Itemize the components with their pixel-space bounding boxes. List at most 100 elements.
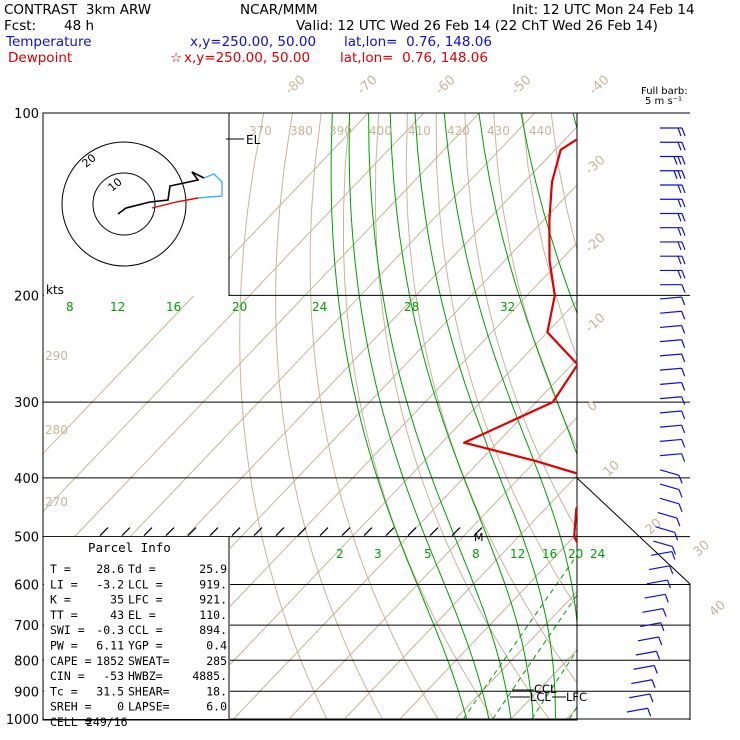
wind-barb-feather [649,693,654,703]
parcel-label: Tc = [50,684,78,698]
wind-barb [637,636,663,646]
wind-barb-feather [681,227,686,236]
parcel-value: 285 [206,654,227,668]
isotherm-label: -80 [283,73,309,98]
parcel-value: 4885. [192,669,227,683]
wind-barb [660,198,686,208]
isotherm-line [43,113,480,571]
wind-barb [659,339,686,348]
mixing-ratio-label: 24 [590,547,605,561]
parcel-value: 6.0 [206,700,227,714]
isobar-hatch [209,527,219,537]
dry-adiabat [580,113,740,719]
wind-barb-feather [664,594,669,603]
wind-barb [644,593,669,603]
parcel-value: 249/16 [86,715,128,729]
wind-barb-staff [629,693,650,699]
isobar-hatch [429,527,439,537]
isotherm-label: -20 [583,231,609,256]
theta-label: 430 [487,124,510,138]
wind-barb-staff [659,469,680,476]
isobar-hatch [121,527,131,537]
isobar-hatch [253,527,263,537]
parcel-label: CIN = [50,669,85,683]
moist-adiabat [330,113,468,720]
parcel-value: 43 [110,608,124,622]
parcel-label: HWBZ= [128,669,163,683]
parcel-value: 110. [199,608,227,622]
valid-time: Valid: 12 UTC Wed 26 Feb 14 (22 ChT Wed … [296,18,658,34]
parcel-value: 0 [117,700,124,714]
moist-adiabat [711,113,740,719]
pressure-label: 1000 [6,713,39,728]
parcel-label: T = [50,562,71,576]
ccl-label: CCL [534,682,557,696]
melting-level-label: M [474,531,484,544]
model-title: CONTRAST 3km ARW [4,2,152,18]
wind-barb-feather [681,156,686,165]
isotherm-label: -50 [509,73,535,98]
mixing-ratio-label: 28 [404,300,419,314]
wind-barb [659,367,686,377]
parcel-label: LAPSE= [128,700,170,714]
dry-adiabat [239,113,328,720]
pressure-label: 700 [14,619,39,634]
wind-barb-feather [677,227,682,236]
isobar-hatch [187,527,197,537]
dewpoint-marker-icon: ☆ [170,50,183,66]
isotherm-line [399,532,577,720]
wind-barb-feather [681,382,686,391]
wind-barb-staff [659,438,682,442]
isotherm-label: -30 [583,153,609,178]
pressure-label: 900 [14,685,39,700]
wind-barb [659,497,683,513]
dry-adiabat [435,113,577,609]
parcel-value: 6.11 [96,639,124,653]
dry-adiabat [521,113,577,359]
parcel-value: 18. [206,684,227,698]
wind-barb [660,184,686,194]
parcel-label: LI = [50,577,78,591]
wind-barb [659,353,686,363]
wind-barb-staff [659,424,682,428]
isotherm-line [344,474,577,720]
pressure-label: 500 [14,531,39,546]
theta-label: 380 [290,124,313,138]
parcel-value: 1852 [96,654,124,668]
dry-adiabat [343,113,494,720]
wind-barb-staff [646,579,668,585]
wind-barb-staff [642,607,664,613]
wind-barb-feather [681,453,686,462]
isobar-hatch [319,527,329,537]
wind-barb [660,255,686,265]
moist-adiabat [478,113,577,456]
parcel-value: -0.3 [96,623,124,637]
wind-barb-staff [648,565,670,571]
barb-legend: Full barb: [641,86,688,97]
dewpoint-xy: x,y=250.00, 50.00 [184,50,311,66]
isotherm-line [455,591,577,720]
dry-adiabat [493,113,577,449]
wind-barb-feather [677,199,682,208]
wind-barb-feather [669,565,674,575]
parcel-label: CELL = [50,715,92,729]
parcel-label: SWI = [50,623,85,637]
moist-adiabat [443,113,577,628]
wind-barb [660,155,686,165]
wind-barb [659,453,686,462]
wind-barb-feather [660,622,665,631]
mixing-ratio-label: 16 [166,300,181,314]
wind-barb [657,512,681,527]
wind-barb-feather [681,339,686,348]
temperature-legend: Temperature [6,34,92,50]
wind-barb-feather [677,142,682,151]
dry-adiabat [724,113,740,719]
wind-barb [659,310,686,320]
pressure-label: 200 [14,289,39,304]
wind-barb [659,483,683,498]
wind-barb-staff [653,540,673,548]
hodograph-trace [117,171,205,215]
wind-barb-feather [677,156,682,165]
wind-barb-staff [631,679,653,685]
temperature-xy: x,y=250.00, 50.00 [190,34,317,50]
